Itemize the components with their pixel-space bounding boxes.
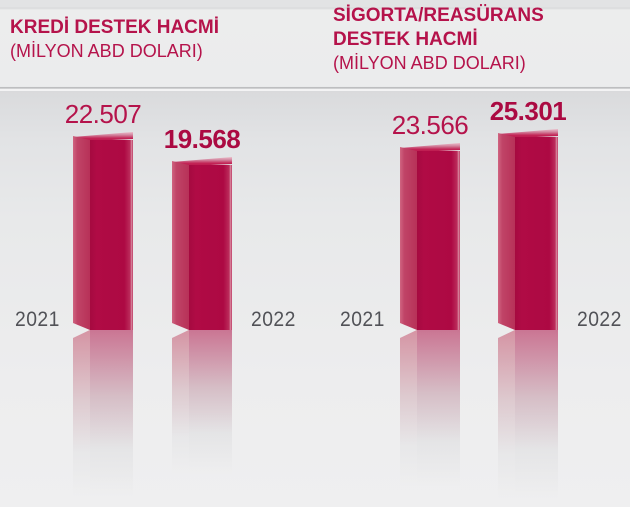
value-label-kredi-2022: 19.568 xyxy=(163,124,241,154)
value-label-sigorta-2021: 23.566 xyxy=(391,110,469,140)
bar-front-face xyxy=(515,137,558,330)
reflection-front-face xyxy=(515,330,558,507)
bar-front-face xyxy=(189,165,232,330)
value-label-sigorta-2022: 25.301 xyxy=(489,96,567,126)
bar-sigorta-2022-reflection xyxy=(498,330,558,507)
reflection-left-face xyxy=(73,330,90,505)
bar-top-face xyxy=(498,129,558,138)
axis-label-sigorta-2021: 2021 xyxy=(340,308,385,331)
axis-label-sigorta-2022: 2022 xyxy=(577,308,622,331)
reflection-front-face xyxy=(417,330,460,495)
bar-left-face xyxy=(73,136,90,330)
bar-kredi-2021 xyxy=(73,132,133,505)
reflection-left-face xyxy=(498,330,515,507)
bar-kredi-2022 xyxy=(172,157,232,482)
bar-front-face xyxy=(417,151,460,330)
axis-label-kredi-2022: 2022 xyxy=(251,308,296,331)
reflection-left-face xyxy=(400,330,417,495)
bar-front-face xyxy=(90,140,133,330)
bar-top-face xyxy=(400,143,460,152)
bar-top-face xyxy=(73,132,133,141)
chart-title-sigorta: SİGORTA/REASÜRANS DESTEK HACMİ (MİLYON A… xyxy=(333,4,544,75)
reflection-front-face xyxy=(189,330,232,482)
axis-label-kredi-2021: 2021 xyxy=(15,308,60,331)
chart-subtitle-kredi: (MİLYON ABD DOLARI) xyxy=(10,41,203,61)
chart-title-kredi: KREDİ DESTEK HACMİ (MİLYON ABD DOLARI) xyxy=(10,16,219,63)
bar-top-face xyxy=(172,157,232,166)
bar-sigorta-2021 xyxy=(400,143,460,495)
chart-subtitle-sigorta: (MİLYON ABD DOLARI) xyxy=(333,53,526,73)
value-label-kredi-2021: 22.507 xyxy=(64,99,142,129)
bar-sigorta-2021-reflection xyxy=(400,330,460,495)
bar-sigorta-2022 xyxy=(498,129,558,507)
bar-left-face xyxy=(172,161,189,330)
bar-kredi-2022-reflection xyxy=(172,330,232,482)
bar-left-face xyxy=(498,133,515,330)
bar-left-face xyxy=(400,147,417,330)
header-divider xyxy=(0,87,630,89)
reflection-front-face xyxy=(90,330,133,505)
reflection-left-face xyxy=(172,330,189,482)
chart-title-kredi-line1: KREDİ DESTEK HACMİ xyxy=(10,17,220,38)
chart-title-sigorta-line1: SİGORTA/REASÜRANS xyxy=(333,5,544,26)
bar-kredi-2021-reflection xyxy=(73,330,133,505)
chart-title-sigorta-line2: DESTEK HACMİ xyxy=(333,29,478,50)
